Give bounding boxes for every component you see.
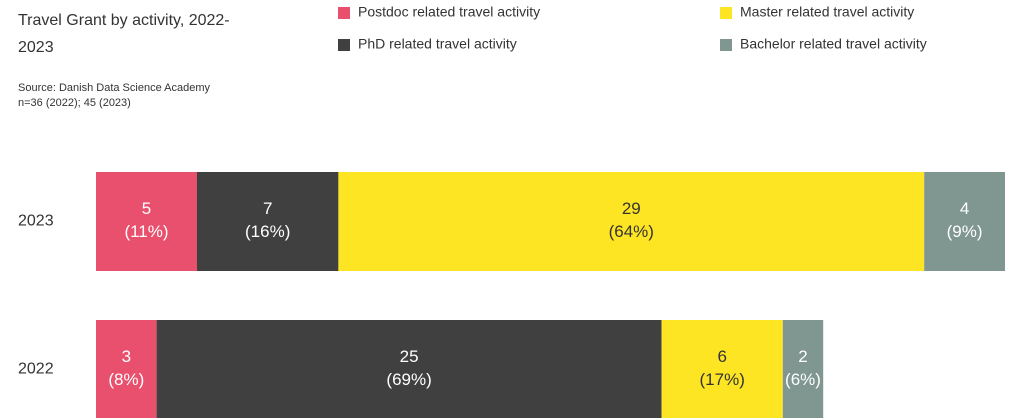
legend-label: Bachelor related travel activity (740, 36, 927, 52)
share-label: (9%) (947, 222, 983, 241)
share-label: (11%) (124, 222, 168, 241)
value-label: 3 (122, 347, 131, 366)
bar-segment (156, 320, 662, 418)
bar-segment (197, 172, 339, 271)
y-tick-label: 2023 (18, 213, 54, 230)
legend-swatch (720, 39, 732, 51)
legend-swatch (338, 7, 350, 19)
share-label: (17%) (700, 370, 745, 389)
value-label: 6 (717, 347, 726, 366)
bar-segment (338, 172, 925, 271)
legend-swatch (720, 7, 732, 19)
bar-segment (661, 320, 783, 418)
source: Source: Danish Data Science Academy (18, 82, 210, 94)
bar-segment (96, 172, 197, 271)
bar-segment (96, 320, 157, 418)
share-label: (6%) (785, 370, 821, 389)
chart-title: Travel Grant by activity, 2022-2023 (18, 12, 230, 56)
legend-label: Master related travel activity (740, 4, 914, 20)
note: n=36 (2022); 45 (2023) (18, 97, 131, 109)
share-label: (69%) (386, 370, 431, 389)
share-label: (64%) (609, 222, 654, 241)
value-label: 29 (622, 199, 641, 218)
value-label: 4 (960, 199, 969, 218)
legend-swatch (338, 39, 350, 51)
value-label: 5 (142, 199, 151, 218)
legend-label: Postdoc related travel activity (358, 4, 540, 20)
value-label: 7 (263, 199, 272, 218)
bar-segment (924, 172, 1005, 271)
value-label: 25 (400, 347, 419, 366)
bar-segment (782, 320, 824, 418)
share-label: (8%) (108, 370, 144, 389)
value-label: 2 (798, 347, 807, 366)
legend-label: PhD related travel activity (358, 36, 517, 52)
y-tick-label: 2022 (18, 361, 54, 378)
share-label: (16%) (245, 222, 290, 241)
